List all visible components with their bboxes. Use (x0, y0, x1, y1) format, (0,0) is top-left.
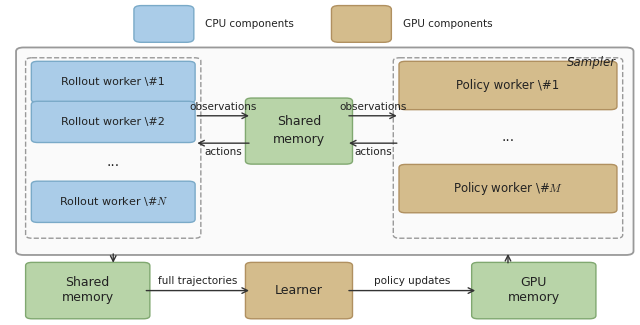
Text: GPU components: GPU components (403, 19, 492, 29)
Text: Shared: Shared (66, 276, 110, 289)
Text: memory: memory (61, 291, 114, 304)
Text: Shared: Shared (277, 115, 321, 128)
FancyBboxPatch shape (134, 6, 194, 42)
Text: GPU: GPU (520, 276, 547, 289)
Text: full trajectories: full trajectories (158, 276, 237, 286)
FancyBboxPatch shape (31, 61, 195, 103)
Text: Rollout worker \#$N$: Rollout worker \#$N$ (59, 195, 168, 208)
FancyBboxPatch shape (399, 164, 617, 213)
FancyBboxPatch shape (16, 47, 634, 255)
Text: actions: actions (354, 147, 392, 157)
Text: observations: observations (189, 102, 257, 112)
Text: Learner: Learner (275, 284, 323, 297)
FancyBboxPatch shape (246, 98, 353, 164)
Text: memory: memory (273, 133, 325, 146)
Text: memory: memory (508, 291, 560, 304)
Text: actions: actions (204, 147, 242, 157)
Text: Sampler: Sampler (567, 56, 616, 69)
Text: Policy worker \#$M$: Policy worker \#$M$ (453, 180, 563, 197)
FancyBboxPatch shape (31, 101, 195, 143)
FancyBboxPatch shape (31, 181, 195, 222)
Text: Rollout worker \#2: Rollout worker \#2 (61, 117, 165, 127)
Text: policy updates: policy updates (374, 276, 451, 286)
FancyBboxPatch shape (472, 262, 596, 319)
Text: ...: ... (107, 155, 120, 169)
FancyBboxPatch shape (332, 6, 392, 42)
Text: ...: ... (501, 130, 515, 144)
Text: observations: observations (339, 102, 406, 112)
Text: Policy worker \#1: Policy worker \#1 (456, 79, 559, 92)
FancyBboxPatch shape (246, 262, 353, 319)
Text: Rollout worker \#1: Rollout worker \#1 (61, 77, 165, 87)
Text: CPU components: CPU components (205, 19, 294, 29)
FancyBboxPatch shape (26, 262, 150, 319)
FancyBboxPatch shape (399, 61, 617, 110)
